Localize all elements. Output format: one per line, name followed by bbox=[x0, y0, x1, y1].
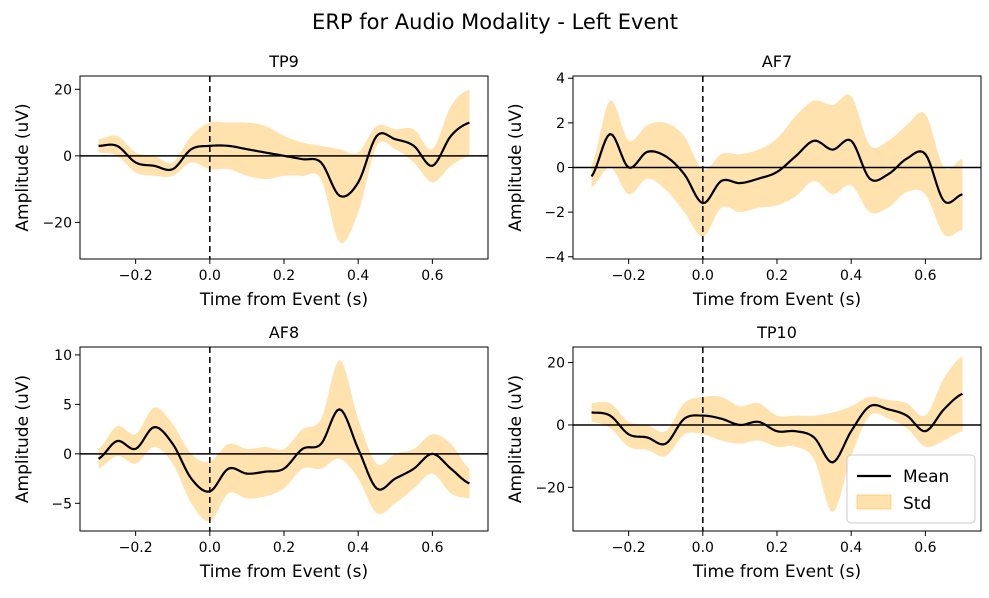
x-tick-label: 0.4 bbox=[840, 268, 862, 284]
legend-mean-label: Mean bbox=[903, 467, 949, 487]
legend-std-swatch bbox=[856, 494, 892, 510]
legend-frame bbox=[846, 454, 976, 524]
y-axis-label: Amplitude (uV) bbox=[506, 103, 526, 231]
subplot-af7: −0.2 0.0 0.2 0.4 0.6 −4 −2 0 2 4 AF7 Time from Even… bbox=[506, 52, 982, 310]
x-tick-label: 0.4 bbox=[347, 268, 369, 284]
y-tick-label: −2 bbox=[544, 205, 565, 221]
mean-line bbox=[98, 121, 470, 198]
x-tick-label: 0.6 bbox=[421, 540, 443, 556]
x-tick-label: 0.6 bbox=[914, 540, 936, 556]
x-tick-label: 0.0 bbox=[692, 268, 714, 284]
y-tick-label: −5 bbox=[51, 496, 72, 512]
subplot-title: TP10 bbox=[756, 323, 797, 342]
y-tick-label: 0 bbox=[63, 149, 72, 165]
subplot-title: AF8 bbox=[269, 323, 299, 342]
legend-std-label: Std bbox=[903, 494, 931, 514]
y-tick-label: −20 bbox=[42, 215, 72, 231]
x-tick-label: 0.6 bbox=[421, 268, 443, 284]
y-tick-label: 20 bbox=[54, 82, 72, 98]
subplot-af8: −0.2 0.0 0.2 0.4 0.6 −5 0 5 10 AF8 Time from Event… bbox=[13, 323, 489, 582]
y-tick-label: 0 bbox=[556, 161, 565, 177]
x-tick-label: 0.6 bbox=[914, 268, 936, 284]
std-band bbox=[591, 356, 963, 513]
x-tick-label: −0.2 bbox=[612, 268, 646, 284]
std-band bbox=[98, 359, 470, 522]
y-tick-label: 2 bbox=[556, 116, 565, 132]
x-axis-label: Time from Event (s) bbox=[199, 290, 368, 310]
y-axis-label: Amplitude (uV) bbox=[506, 375, 526, 503]
x-tick-label: −0.2 bbox=[119, 268, 153, 284]
x-tick-label: 0.4 bbox=[347, 540, 369, 556]
x-tick-label: 0.2 bbox=[766, 540, 788, 556]
y-axis-label: Amplitude (uV) bbox=[13, 375, 33, 503]
x-axis-label: Time from Event (s) bbox=[692, 290, 861, 310]
x-axis-label: Time from Event (s) bbox=[692, 562, 861, 582]
y-tick-label: 0 bbox=[556, 418, 565, 434]
mean-line bbox=[591, 392, 963, 464]
x-tick-label: 0.2 bbox=[766, 268, 788, 284]
subplot-title: AF7 bbox=[762, 52, 792, 71]
y-tick-label: −20 bbox=[535, 480, 565, 496]
x-tick-label: 0.0 bbox=[199, 268, 221, 284]
y-tick-label: −4 bbox=[544, 250, 565, 266]
x-tick-label: −0.2 bbox=[119, 540, 153, 556]
mean-line bbox=[590, 132, 963, 205]
y-tick-label: 0 bbox=[63, 447, 72, 463]
y-tick-label: 10 bbox=[54, 348, 72, 364]
x-tick-label: 0.2 bbox=[273, 540, 295, 556]
subplot-title: TP9 bbox=[268, 52, 299, 71]
subplot-tp10: −0.2 0.0 0.2 0.4 0.6 −20 0 20 TP10 Time from Even… bbox=[506, 323, 982, 582]
legend: Mean Std bbox=[846, 454, 976, 524]
figure-title: ERP for Audio Modality - Left Event bbox=[312, 10, 678, 34]
x-tick-label: 0.4 bbox=[840, 540, 862, 556]
x-tick-label: 0.0 bbox=[692, 540, 714, 556]
y-axis-label: Amplitude (uV) bbox=[13, 103, 33, 231]
mean-line bbox=[97, 408, 470, 493]
y-tick-label: 4 bbox=[556, 71, 565, 87]
subplot-tp9: −0.2 0.0 0.2 0.4 0.6 −20 0 20 TP9 Time from Event… bbox=[13, 52, 489, 310]
x-tick-label: 0.2 bbox=[273, 268, 295, 284]
x-tick-label: 0.0 bbox=[199, 540, 221, 556]
x-tick-label: −0.2 bbox=[612, 540, 646, 556]
y-tick-label: 5 bbox=[63, 397, 72, 413]
y-tick-label: 20 bbox=[547, 356, 565, 372]
x-axis-label: Time from Event (s) bbox=[199, 562, 368, 582]
std-band bbox=[591, 94, 963, 237]
std-band bbox=[98, 89, 470, 244]
